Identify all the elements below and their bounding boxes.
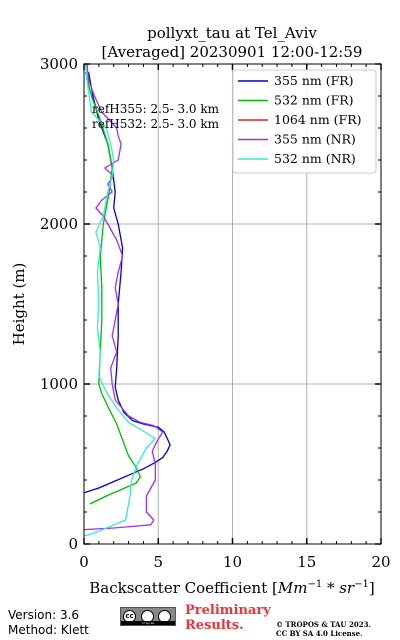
version-text: Version: 3.6 xyxy=(8,608,80,622)
y-tick-label: 1000 xyxy=(40,375,78,393)
series-line-4 xyxy=(84,64,156,537)
ref-height-annotation-355: refH355: 2.5- 3.0 km xyxy=(92,102,220,116)
series-line-3 xyxy=(84,64,164,531)
copyright-line1: © TROPOS & TAU 2023. xyxy=(276,620,371,629)
series-line-1 xyxy=(84,71,142,505)
y-tick-label: 3000 xyxy=(40,55,78,73)
legend-box xyxy=(232,69,377,174)
y-axis-label: Height (m) xyxy=(10,263,28,346)
chart-title-line2: [Averaged] 20230901 12:00-12:59 xyxy=(102,43,363,61)
x-tick-label: 5 xyxy=(153,553,163,571)
y-tick-label: 0 xyxy=(68,535,78,553)
x-tick-label: 15 xyxy=(297,553,316,571)
y-tick-label: 2000 xyxy=(40,215,78,233)
legend-label-0: 355 nm (FR) xyxy=(274,73,354,88)
x-tick-label: 20 xyxy=(371,553,390,571)
cc-license-badge: cc cc by sa xyxy=(120,607,176,626)
version-info: Version: 3.6 Method: Klett xyxy=(8,608,89,638)
axis-ticks xyxy=(83,63,382,545)
legend-label-4: 532 nm (NR) xyxy=(274,151,356,166)
legend-label-3: 355 nm (NR) xyxy=(274,132,356,147)
method-text: Method: Klett xyxy=(8,623,89,637)
x-tick-label: 10 xyxy=(223,553,242,571)
copyright-notice: © TROPOS & TAU 2023. CC BY SA 4.0 Licens… xyxy=(276,620,371,638)
license-badge-text: cc by sa xyxy=(121,621,175,625)
preliminary-results-note: Preliminary Results. xyxy=(185,603,271,633)
copyright-line2: CC BY SA 4.0 License. xyxy=(276,629,363,638)
legend-label-2: 1064 nm (FR) xyxy=(274,112,362,127)
legend-label-1: 532 nm (FR) xyxy=(274,93,354,108)
lidar-profile-chart: 0 5 10 15 20 0 1000 2000 3000 pollyxt_tau at Tel… xyxy=(10,24,391,597)
ref-height-annotation-532: refH532: 2.5- 3.0 km xyxy=(92,117,220,131)
x-tick-label: 0 xyxy=(79,553,89,571)
preliminary-line1: Preliminary xyxy=(185,603,271,618)
legend: 355 nm (FR) 532 nm (FR) 1064 nm (FR) 355 nm… xyxy=(232,69,377,174)
preliminary-line2: Results. xyxy=(185,618,244,633)
tick-labels: 0 5 10 15 20 0 1000 2000 3000 xyxy=(40,55,391,571)
series-line-0 xyxy=(84,71,171,494)
x-axis-label: Backscatter Coefficient [Mm−1 * sr−1] xyxy=(89,579,374,597)
series-layer xyxy=(84,64,171,537)
chart-title-line1: pollyxt_tau at Tel_Aviv xyxy=(147,24,317,42)
